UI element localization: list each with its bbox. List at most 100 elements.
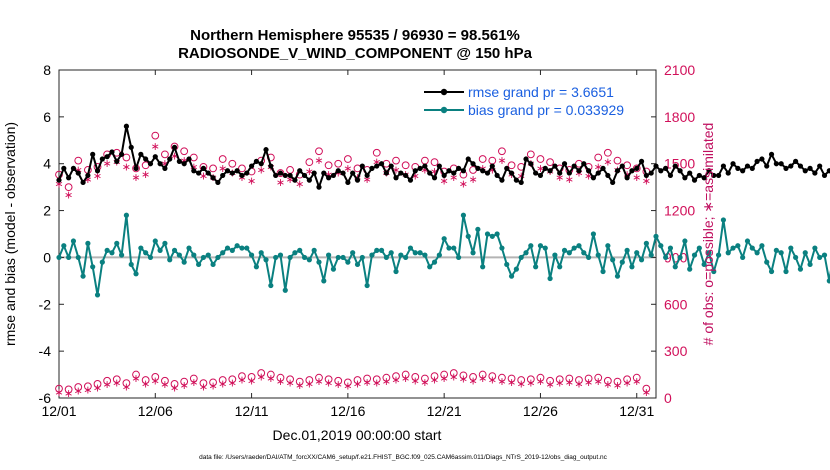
bias-point	[528, 243, 534, 249]
obs-possible-marker	[343, 378, 352, 387]
bias-point	[807, 261, 813, 268]
plot-area	[58, 69, 657, 399]
rmse-point	[725, 170, 731, 176]
bias-point	[624, 247, 630, 253]
obs-possible-marker	[209, 378, 217, 387]
chart-subtitle: RADIOSONDE_V_WIND_COMPONENT @ 150 hPa	[178, 45, 533, 62]
bias-point	[711, 268, 717, 275]
bias-point	[638, 257, 645, 263]
obs-possible-marker	[382, 373, 391, 382]
obs-possible-marker	[575, 376, 583, 384]
bias-point	[75, 254, 81, 261]
x-tick-label: 12/06	[138, 403, 173, 419]
obs-assimilated-marker: ∗	[391, 164, 400, 176]
obs-possible-marker	[401, 370, 410, 379]
rmse-point	[220, 172, 226, 179]
rmse-point	[215, 179, 221, 186]
obs-possible-marker	[478, 155, 487, 163]
obs-possible-marker	[469, 373, 477, 381]
rmse-point	[326, 175, 332, 181]
obs-possible-marker	[218, 376, 227, 384]
obs-assimilated-marker: ∗	[295, 178, 304, 190]
obs-assimilated-marker: ∗	[151, 375, 160, 387]
obs-assimilated-marker: ∗	[382, 376, 391, 388]
obs-assimilated-marker: ∗	[257, 371, 266, 383]
rmse-point	[585, 168, 592, 174]
rmse-point	[590, 175, 597, 181]
rmse-point	[764, 163, 770, 169]
bias-point	[56, 254, 62, 261]
obs-assimilated-marker: ∗	[247, 175, 256, 187]
rmse-point	[181, 161, 187, 167]
rmse-point	[287, 172, 293, 179]
bias-point	[210, 261, 216, 268]
bias-point	[224, 245, 231, 251]
bias-point	[508, 273, 515, 279]
obs-possible-marker	[180, 147, 189, 156]
rmse-point	[706, 168, 712, 174]
rmse-point	[475, 165, 481, 171]
obs-possible-marker	[594, 373, 603, 382]
bias-point	[523, 250, 529, 256]
bias-point	[768, 268, 775, 275]
rmse-point	[364, 172, 370, 179]
rmse-point	[730, 161, 736, 167]
bias-point	[359, 254, 365, 261]
bias-point	[431, 259, 438, 265]
obs-possible-marker	[305, 376, 314, 384]
bias-point	[561, 247, 568, 253]
obs-possible-marker	[276, 373, 285, 382]
bias-point	[754, 250, 760, 256]
bias-point	[301, 254, 308, 261]
obs-assimilated-marker: ∗	[305, 378, 314, 390]
obs-assimilated-marker: ∗	[285, 378, 294, 390]
rmse-point	[460, 168, 467, 174]
y-right-tick-label: 300	[664, 343, 688, 359]
bias-line	[58, 214, 830, 296]
rmse-point	[807, 165, 813, 171]
obs-assimilated-marker: ∗	[594, 376, 603, 388]
rmse-point	[147, 161, 154, 167]
rmse-point	[740, 168, 746, 174]
bias-point	[614, 273, 621, 279]
bias-point	[354, 261, 361, 268]
rmse-series	[56, 123, 830, 190]
obs-possible-marker	[584, 374, 593, 383]
rmse-point	[412, 168, 418, 174]
rmse-point	[85, 172, 91, 179]
bias-point	[196, 261, 202, 268]
rmse-point	[557, 170, 563, 176]
obs-assimilated-marker: ∗	[324, 378, 333, 390]
bias-point	[398, 252, 404, 258]
rmse-point	[677, 168, 683, 174]
bias-point	[422, 252, 428, 258]
obs-assimilated-marker: ∗	[411, 171, 420, 183]
rmse-point	[244, 170, 250, 176]
rmse-point	[297, 168, 303, 174]
rmse-point	[239, 172, 245, 179]
obs-possible-marker	[517, 376, 526, 384]
rmse-point	[167, 156, 173, 162]
rmse-point	[354, 177, 361, 183]
rmse-point	[494, 172, 500, 179]
bias-point	[61, 243, 67, 249]
bias-point	[109, 250, 115, 256]
bias-point	[619, 259, 625, 265]
obs-assimilated-marker: ∗	[64, 388, 73, 400]
obs-possible-marker	[623, 375, 632, 384]
rmse-point	[571, 163, 577, 169]
bias-point	[460, 212, 467, 218]
bias-point	[446, 245, 452, 251]
obs-possible-marker	[343, 155, 352, 163]
bias-point	[162, 240, 168, 246]
rmse-point	[321, 170, 327, 176]
obs-assimilated-marker: ∗	[74, 164, 83, 176]
y-right-tick-label: 600	[664, 296, 688, 312]
obs-assimilated-marker: ∗	[536, 163, 545, 175]
obs-assimilated-marker: ∗	[632, 172, 641, 184]
obs-assimilated-marker: ∗	[411, 375, 420, 387]
rmse-point	[456, 165, 462, 171]
rmse-point	[489, 163, 495, 169]
rmse-point	[508, 170, 515, 176]
